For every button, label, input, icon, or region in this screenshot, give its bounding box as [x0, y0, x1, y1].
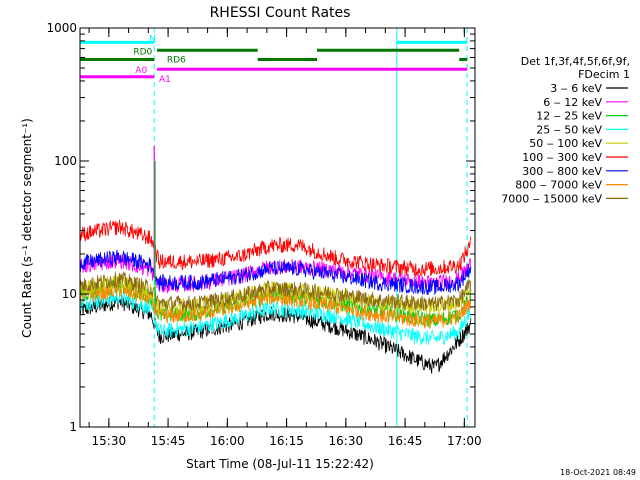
- plot-frame: [79, 27, 476, 428]
- x-tick-label-5: 16:45: [388, 434, 423, 448]
- flag-label-4: A1: [159, 75, 171, 85]
- x-tick-label-6: 17:00: [447, 434, 482, 448]
- flag-label-0: N: [149, 34, 156, 44]
- y-tick-label-2: 100: [54, 154, 77, 168]
- legend-label-6: 300 ‒ 800 keV: [522, 165, 602, 178]
- legend-label-3: 25 ‒ 50 keV: [536, 123, 602, 136]
- plot-area: N RD0 RD6 A0 A1: [79, 28, 472, 427]
- flag-label-1: RD0: [133, 47, 152, 57]
- legend-label-5: 100 ‒ 300 keV: [522, 151, 602, 164]
- series-line-5: [79, 219, 472, 277]
- y-tick-label-0: 1: [69, 420, 77, 434]
- y-tick-label-1: 10: [62, 287, 77, 301]
- flag-label-2: RD6: [167, 55, 186, 65]
- legend-label-0: 3 ‒ 6 keV: [550, 82, 602, 95]
- x-tick-label-0: 15:30: [92, 434, 127, 448]
- chart-title: RHESSI Count Rates: [210, 5, 351, 21]
- x-tick-label-1: 15:45: [151, 434, 186, 448]
- legend: Det 1f,3f,4f,5f,6f,9f, FDecim 1 3 ‒ 6 ke…: [501, 55, 630, 205]
- series-line-8: [79, 270, 472, 313]
- legend-title-line2: FDecim 1: [578, 68, 630, 81]
- axis-ticks: 1 10 100 1000 15:30 15:45 16:00 16:15 16:30 16:45…: [46, 21, 481, 448]
- series-line-3: [79, 290, 472, 346]
- series-line-7: [79, 282, 472, 329]
- footer-timestamp: 18-Oct-2021 08:49: [560, 468, 636, 477]
- x-tick-label-3: 16:15: [269, 434, 304, 448]
- legend-title-line1: Det 1f,3f,4f,5f,6f,9f,: [521, 55, 630, 68]
- legend-label-1: 6 ‒ 12 keV: [543, 96, 602, 109]
- legend-label-8: 7000 ‒ 15000 keV: [501, 192, 602, 205]
- legend-label-2: 12 ‒ 25 keV: [536, 110, 602, 123]
- x-axis-label: Start Time (08-Jul-11 15:22:42): [186, 457, 374, 471]
- series-line-6: [79, 249, 472, 295]
- y-tick-label-3: 1000: [46, 21, 77, 35]
- y-axis-label: Count Rate (s⁻¹ detector segment⁻¹): [20, 118, 34, 338]
- flag-label-3: A0: [135, 66, 147, 76]
- x-tick-label-4: 16:30: [329, 434, 364, 448]
- legend-label-7: 800 ‒ 7000 keV: [515, 179, 602, 192]
- x-tick-label-2: 16:00: [210, 434, 245, 448]
- legend-label-4: 50 ‒ 100 keV: [529, 137, 602, 150]
